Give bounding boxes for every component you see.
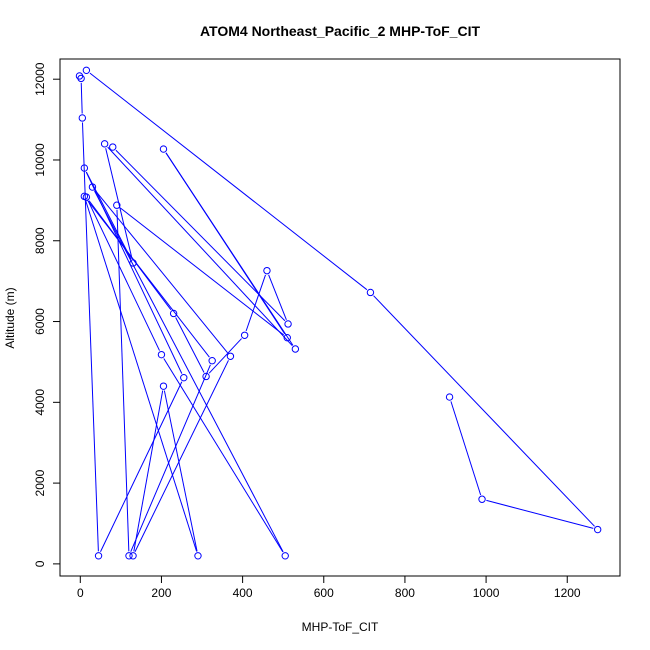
- data-point: [100, 140, 109, 148]
- series-segment: [450, 401, 482, 496]
- data-point: [478, 495, 486, 503]
- y-tick-label: 2000: [33, 469, 47, 496]
- x-tick-label: 1200: [554, 586, 581, 600]
- data-point: [82, 66, 91, 75]
- data-point: [157, 350, 166, 359]
- series-segment: [165, 152, 286, 335]
- series-segment: [134, 360, 229, 552]
- series-segment: [88, 200, 172, 311]
- data-point: [226, 352, 235, 360]
- chart-title: ATOM4 Northeast_Pacific_2 MHP-ToF_CIT: [200, 23, 481, 39]
- series-segment: [86, 199, 210, 358]
- data-point: [445, 393, 454, 401]
- y-tick-label: 10000: [33, 143, 47, 177]
- data-point: [208, 357, 216, 365]
- series-segment: [115, 149, 286, 322]
- data-point: [78, 114, 87, 122]
- series-segment: [130, 364, 211, 552]
- series-segment: [268, 274, 287, 320]
- data-point: [77, 74, 85, 83]
- data-point: [82, 193, 91, 201]
- series-segment: [105, 148, 133, 259]
- y-axis: 0 2000 4000 6000 8000 10000 12000: [33, 62, 61, 567]
- data-point: [284, 320, 292, 328]
- series-segment: [107, 146, 293, 347]
- data-point: [593, 525, 602, 534]
- series-segment: [133, 390, 164, 552]
- data-point: [159, 382, 168, 390]
- series-segment: [208, 338, 242, 374]
- data-point: [291, 345, 300, 353]
- x-tick-label: 400: [233, 586, 253, 600]
- series-segment: [80, 82, 83, 114]
- x-tick-label: 200: [151, 586, 171, 600]
- x-tick-label: 600: [314, 586, 334, 600]
- data-point: [240, 331, 249, 339]
- data-point: [129, 259, 137, 267]
- data-point: [366, 288, 375, 297]
- series-segment: [85, 171, 132, 260]
- x-axis: 0 200 400 600 800 1000 1200: [77, 575, 581, 600]
- data-series: [75, 66, 602, 560]
- data-point: [159, 145, 168, 153]
- x-tick-label: 1000: [473, 586, 500, 600]
- x-axis-label: MHP-ToF_CIT: [302, 620, 379, 634]
- series-segment: [120, 207, 285, 336]
- series-segment: [373, 295, 595, 527]
- series-segment: [89, 72, 368, 291]
- series-segment: [116, 209, 130, 552]
- y-tick-label: 12000: [33, 62, 47, 96]
- series-segment: [175, 317, 205, 373]
- data-point: [202, 372, 210, 381]
- y-tick-label: 0: [33, 560, 47, 567]
- data-point: [113, 201, 121, 209]
- data-point: [283, 333, 291, 342]
- series-segment: [87, 200, 160, 351]
- series-segment: [163, 358, 284, 553]
- data-point: [180, 373, 188, 382]
- data-point: [125, 552, 133, 560]
- data-point: [80, 164, 89, 172]
- data-point: [281, 552, 289, 560]
- series-segment: [245, 274, 266, 332]
- y-tick-label: 8000: [33, 227, 47, 254]
- series-segment: [94, 190, 284, 553]
- data-point: [129, 552, 137, 560]
- data-point: [109, 143, 117, 151]
- series-segment: [486, 499, 594, 529]
- y-tick-label: 4000: [33, 389, 47, 416]
- data-point: [263, 266, 271, 275]
- data-point: [194, 552, 202, 560]
- series-segment: [163, 390, 198, 552]
- data-point: [169, 309, 178, 318]
- series-segment: [85, 200, 198, 552]
- x-tick-label: 0: [77, 586, 84, 600]
- series-segment: [94, 190, 228, 354]
- data-point: [94, 552, 103, 560]
- y-axis-label: Altitude (m): [3, 287, 17, 348]
- data-point: [88, 183, 97, 191]
- y-tick-label: 6000: [33, 308, 47, 335]
- x-tick-label: 800: [395, 586, 415, 600]
